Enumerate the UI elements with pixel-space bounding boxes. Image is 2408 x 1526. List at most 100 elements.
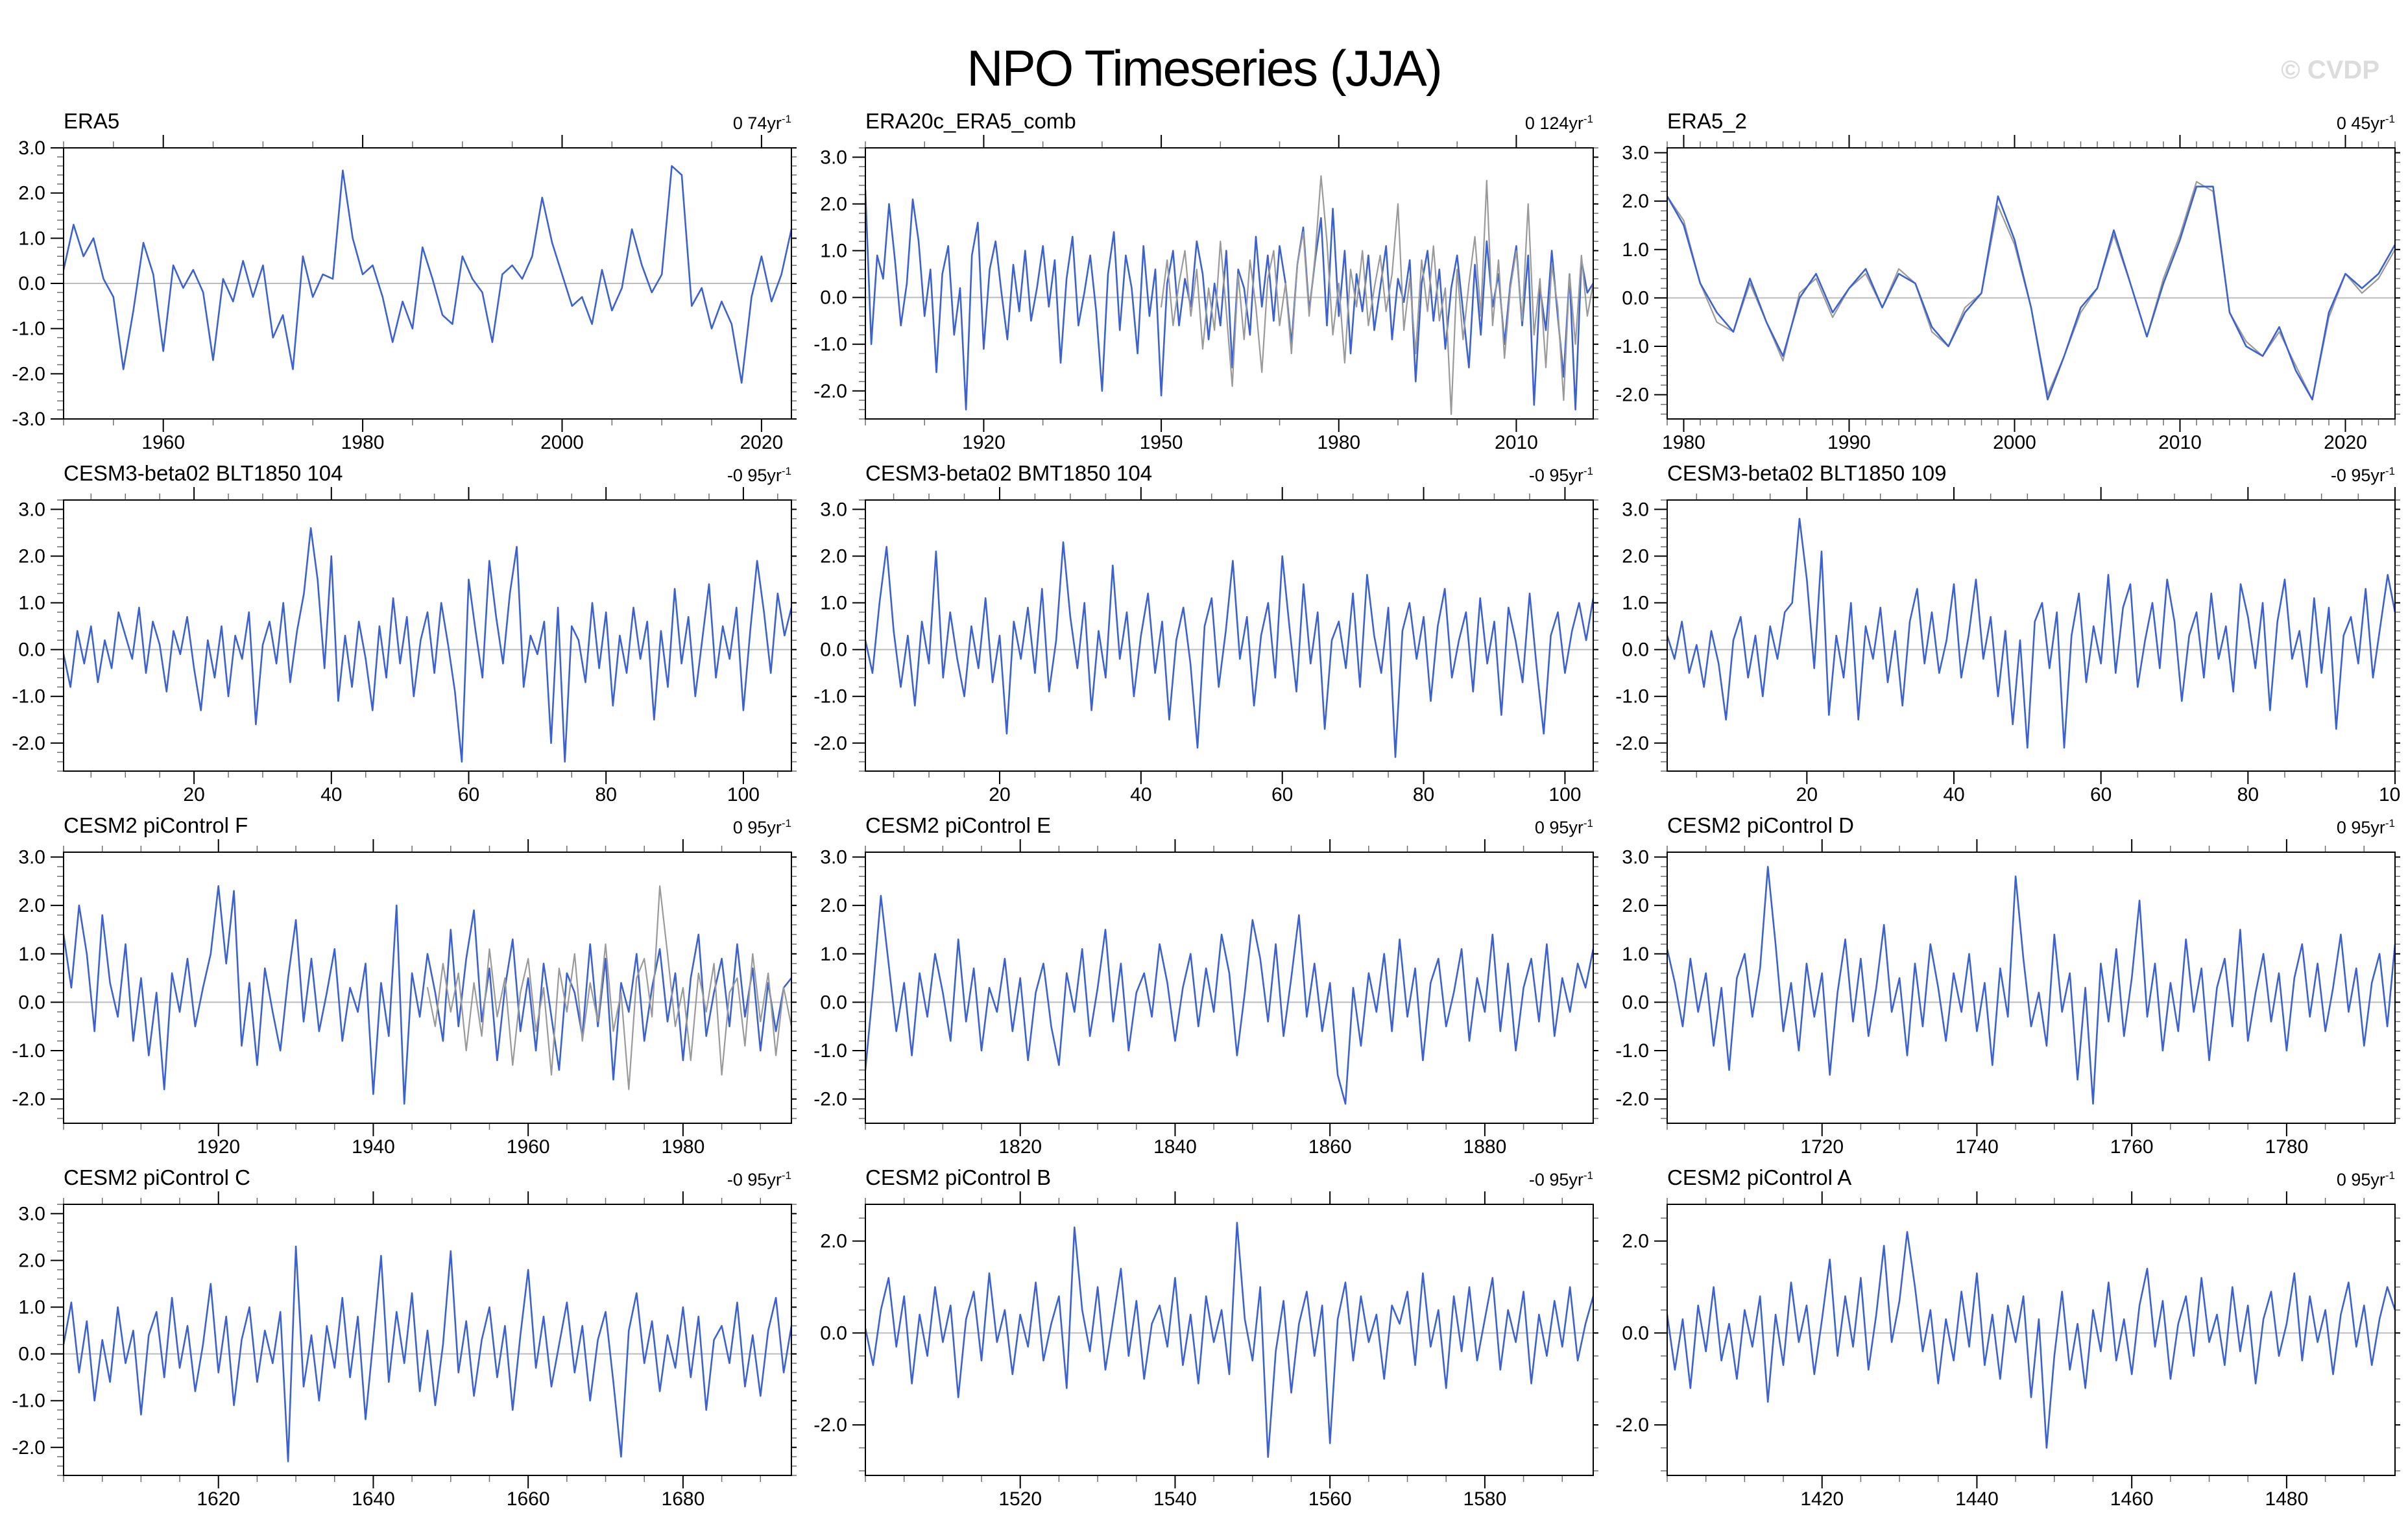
x-tick-label: 80 bbox=[2237, 784, 2259, 805]
data-series-primary bbox=[1667, 1231, 2395, 1449]
x-tick-label: 20 bbox=[1796, 784, 1818, 805]
data-series-secondary bbox=[1667, 181, 2395, 401]
y-tick-label: 0.0 bbox=[820, 639, 847, 661]
data-series-primary bbox=[64, 885, 791, 1105]
panel-header: ERA5 0 74yr-1 bbox=[8, 109, 797, 134]
y-tick-label: 1.0 bbox=[18, 944, 45, 965]
y-tick-label: -2.0 bbox=[12, 1437, 45, 1459]
x-tick-label: 1760 bbox=[2110, 1136, 2154, 1158]
y-tick-label: 0.0 bbox=[1622, 639, 1649, 661]
y-tick-label: -1.0 bbox=[12, 1390, 45, 1412]
timeseries-panel-9: CESM2 piControl D 0 95yr-1 1720 1740 1760 178… bbox=[1611, 813, 2400, 1165]
y-tick-label: -1.0 bbox=[12, 1040, 45, 1062]
x-tick-label: 100 bbox=[1548, 784, 1581, 805]
x-tick-label: 1780 bbox=[2265, 1136, 2309, 1158]
trend-annotation: -0 95yr-1 bbox=[2330, 465, 2395, 485]
y-tick-label: 0.0 bbox=[18, 992, 45, 1013]
tick-marks: 20 40 60 80 100 3.0 2.0 1.0 0.0 -1.0 -2.0 bbox=[1615, 487, 2400, 805]
x-tick-label: 1840 bbox=[1153, 1136, 1197, 1158]
page-title: NPO Timeseries (JJA) bbox=[967, 40, 1442, 97]
panel-title: CESM2 piControl E bbox=[865, 813, 1052, 837]
panel-title: CESM2 piControl F bbox=[64, 813, 248, 837]
panel-header: CESM3-beta02 BLT1850 109 -0 95yr-1 bbox=[1611, 461, 2400, 486]
tick-marks: 1520 1540 1560 1580 2.0 0.0 -2.0 bbox=[813, 1191, 1598, 1510]
x-tick-label: 1720 bbox=[1800, 1136, 1844, 1158]
panel-header: CESM3-beta02 BMT1850 104 -0 95yr-1 bbox=[810, 461, 1598, 486]
timeseries-panel-8: CESM2 piControl E 0 95yr-1 1820 1840 1860 188… bbox=[810, 813, 1598, 1165]
y-tick-label: -1.0 bbox=[12, 318, 45, 340]
timeseries-panel-5: CESM3-beta02 BMT1850 104 -0 95yr-1 20 40 60 8… bbox=[810, 461, 1598, 813]
plot-area: 1420 1440 1460 1480 2.0 0.0 -2.0 bbox=[1615, 1191, 2400, 1510]
y-tick-label: 2.0 bbox=[1622, 545, 1649, 567]
data-series-primary bbox=[1667, 185, 2395, 401]
y-tick-label: 0.0 bbox=[1622, 287, 1649, 309]
x-tick-label: 100 bbox=[2379, 784, 2400, 805]
x-tick-label: 1940 bbox=[352, 1136, 395, 1158]
plot-area: 1620 1640 1660 1680 3.0 2.0 1.0 0.0 -1.0 -2.0 bbox=[12, 1191, 797, 1510]
y-tick-label: 2.0 bbox=[820, 193, 847, 215]
panel-header: CESM2 piControl E 0 95yr-1 bbox=[810, 813, 1598, 838]
y-tick-label: 0.0 bbox=[820, 992, 847, 1013]
y-tick-label: 0.0 bbox=[820, 287, 847, 309]
panel-grid: ERA5 0 74yr-1 1960 1980 2000 2020 3.0 2.0 1.0 0.0… bbox=[8, 109, 2400, 1518]
y-tick-label: -2.0 bbox=[1615, 1089, 1649, 1110]
x-tick-label: 1820 bbox=[998, 1136, 1042, 1158]
x-tick-label: 40 bbox=[1130, 784, 1151, 805]
x-tick-label: 1740 bbox=[1955, 1136, 1999, 1158]
x-tick-label: 2000 bbox=[540, 432, 584, 453]
x-tick-label: 60 bbox=[1271, 784, 1293, 805]
series-group bbox=[1667, 518, 2395, 749]
plot-area: 1960 1980 2000 2020 3.0 2.0 1.0 0.0 -1.0 -2.0 -3.0 bbox=[12, 135, 797, 453]
y-tick-label: 1.0 bbox=[18, 1297, 45, 1318]
panel-header: CESM2 piControl B -0 95yr-1 bbox=[810, 1165, 1598, 1190]
x-tick-label: 1920 bbox=[197, 1136, 240, 1158]
series-group bbox=[1667, 181, 2395, 401]
panel-header: CESM2 piControl D 0 95yr-1 bbox=[1611, 813, 2400, 838]
x-tick-label: 1990 bbox=[1827, 432, 1871, 453]
x-tick-label: 1660 bbox=[507, 1488, 550, 1510]
x-tick-label: 100 bbox=[727, 784, 760, 805]
trend-annotation: 0 45yr-1 bbox=[2336, 113, 2395, 133]
y-tick-label: -2.0 bbox=[813, 381, 847, 402]
data-series-primary bbox=[1667, 518, 2395, 749]
y-tick-label: -2.0 bbox=[12, 733, 45, 754]
data-series-secondary bbox=[1160, 175, 1593, 415]
x-tick-label: 1960 bbox=[141, 432, 185, 453]
y-tick-label: -2.0 bbox=[1615, 385, 1649, 406]
x-tick-label: 60 bbox=[458, 784, 479, 805]
series-group bbox=[1667, 866, 2395, 1105]
y-tick-label: 0.0 bbox=[1622, 1322, 1649, 1344]
y-tick-label: 2.0 bbox=[1622, 191, 1649, 212]
panel-header: CESM2 piControl F 0 95yr-1 bbox=[8, 813, 797, 838]
x-tick-label: 1640 bbox=[352, 1488, 395, 1510]
timeseries-panel-4: CESM3-beta02 BLT1850 104 -0 95yr-1 20 40 60 8… bbox=[8, 461, 797, 813]
panel-header: ERA5_2 0 45yr-1 bbox=[1611, 109, 2400, 134]
plot-area: 1520 1540 1560 1580 2.0 0.0 -2.0 bbox=[813, 1191, 1598, 1510]
tick-marks: 1920 1940 1960 1980 3.0 2.0 1.0 0.0 -1.0 -2.0 bbox=[12, 839, 797, 1158]
y-tick-label: 2.0 bbox=[1622, 895, 1649, 916]
x-tick-label: 1480 bbox=[2265, 1488, 2309, 1510]
y-tick-label: -2.0 bbox=[1615, 1414, 1649, 1436]
series-group bbox=[1667, 1231, 2395, 1449]
y-tick-label: -1.0 bbox=[12, 686, 45, 708]
plot-area: 20 40 60 80 100 3.0 2.0 1.0 0.0 -1.0 -2.0 bbox=[813, 487, 1598, 805]
timeseries-panel-6: CESM3-beta02 BLT1850 109 -0 95yr-1 20 40 60 8… bbox=[1611, 461, 2400, 813]
trend-annotation: -0 95yr-1 bbox=[1528, 1169, 1593, 1189]
y-tick-label: 2.0 bbox=[18, 1250, 45, 1271]
timeseries-panel-12: CESM2 piControl A 0 95yr-1 1420 1440 1460 148… bbox=[1611, 1165, 2400, 1518]
tick-marks: 20 40 60 80 100 3.0 2.0 1.0 0.0 -1.0 -2.0 bbox=[12, 487, 797, 805]
x-tick-label: 1560 bbox=[1308, 1488, 1352, 1510]
y-tick-label: 1.0 bbox=[820, 944, 847, 965]
x-tick-label: 1950 bbox=[1140, 432, 1183, 453]
y-tick-label: 3.0 bbox=[18, 1203, 45, 1224]
y-tick-label: -1.0 bbox=[1615, 686, 1649, 708]
series-group bbox=[64, 165, 791, 384]
y-tick-label: 3.0 bbox=[18, 499, 45, 520]
y-tick-label: 0.0 bbox=[820, 1322, 847, 1344]
data-series-primary bbox=[865, 1221, 1593, 1459]
x-tick-label: 1960 bbox=[507, 1136, 550, 1158]
trend-annotation: 0 74yr-1 bbox=[732, 113, 791, 133]
x-tick-label: 40 bbox=[1943, 784, 1964, 805]
tick-marks: 1980 1990 2000 2010 2020 3.0 2.0 1.0 0.0 -1.0 -2.0 bbox=[1615, 135, 2400, 453]
series-group bbox=[865, 541, 1593, 758]
